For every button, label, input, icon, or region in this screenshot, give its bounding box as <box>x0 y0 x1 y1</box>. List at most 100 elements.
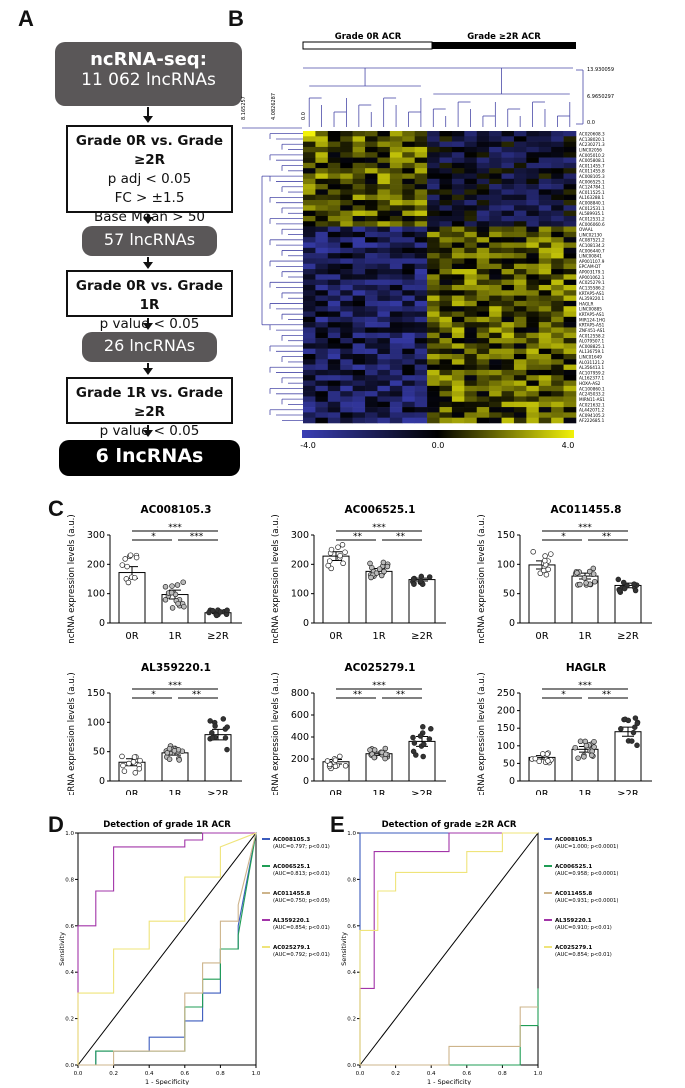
data-point <box>634 742 640 749</box>
heatmap-cell <box>489 369 502 376</box>
heatmap-cell <box>489 396 502 403</box>
heatmap-cell <box>389 385 403 392</box>
heatmap-cell <box>389 279 403 286</box>
heatmap-cell <box>352 300 366 307</box>
heatmap-cell <box>365 184 378 190</box>
heatmap-cell <box>526 173 540 180</box>
heatmap-cell <box>439 375 453 381</box>
y-tick-label: 400 <box>291 732 309 743</box>
data-point <box>384 563 391 570</box>
heatmap-cell <box>427 417 440 424</box>
heatmap-cell <box>538 369 552 376</box>
heatmap-cell <box>389 284 403 291</box>
gene-label: AL136759.1 <box>579 349 605 354</box>
gene-label: HOXA-AS2 <box>579 381 601 386</box>
heatmap-cell <box>439 141 453 148</box>
heatmap-cell <box>513 136 527 142</box>
heatmap-cell <box>464 274 478 280</box>
heatmap-cell <box>315 364 329 371</box>
data-point <box>421 741 427 748</box>
heatmap-cell <box>501 359 515 365</box>
heatmap-cell <box>377 343 391 349</box>
gene-label: LINC01649 <box>579 354 602 359</box>
heatmap-cell <box>501 274 515 280</box>
y-tick-label: 0.2 <box>347 1017 356 1023</box>
data-point <box>222 735 229 741</box>
heatmap-cell <box>551 380 564 387</box>
heatmap-cell <box>352 200 366 206</box>
data-point <box>382 745 389 752</box>
heatmap-cell <box>489 173 502 180</box>
x-axis-label: 1 - Specificity <box>427 1078 471 1085</box>
data-point <box>131 574 138 581</box>
data-point <box>166 756 173 762</box>
heatmap-cell <box>427 189 440 196</box>
gene-label: AC011455.7 <box>579 163 605 168</box>
heatmap-cell <box>327 412 341 418</box>
y-tick-label: 50 <box>93 747 105 758</box>
heatmap-cell <box>315 311 329 318</box>
panel-c-letter: C <box>48 496 64 521</box>
heatmap-cell <box>303 385 316 392</box>
heatmap-cell <box>427 242 440 249</box>
heatmap-cell <box>538 348 552 355</box>
heatmap-cell <box>501 279 515 286</box>
heatmap-cell <box>551 295 564 302</box>
group-0r-label: Grade 0R ACR <box>335 32 402 42</box>
gene-label: AF222685.1 <box>579 418 605 423</box>
heatmap-cell <box>402 316 415 323</box>
arrow-5 <box>143 363 153 375</box>
rnaseq-title: ncRNA-seq: <box>90 49 207 70</box>
heatmap-cell <box>513 210 527 217</box>
heatmap-cell <box>365 242 378 249</box>
heatmap-cell <box>402 353 415 360</box>
heatmap-cell <box>551 184 564 190</box>
heatmap-cell <box>489 168 502 174</box>
gene-labels: AC020608.3AC138020.1AC230271.3LINC02056A… <box>579 132 605 424</box>
heatmap-cell <box>513 311 527 318</box>
heatmap-cell <box>389 332 403 339</box>
heatmap-cell <box>365 369 378 376</box>
data-point <box>209 607 216 614</box>
heatmap-cell <box>563 269 577 275</box>
heatmap-cell <box>414 364 428 371</box>
heatmap-cell <box>402 184 415 190</box>
dendro-top-mid: 6.9650297 <box>587 94 614 100</box>
y-tick-label: 100 <box>87 589 105 600</box>
heatmap-cell <box>513 162 527 169</box>
heatmap-cell <box>476 322 490 328</box>
heatmap-cell <box>551 178 564 185</box>
panel-e-letter: E <box>330 812 345 837</box>
gene-label: AC230271.3 <box>579 142 605 147</box>
x-tick-label: 0.4 <box>427 1071 436 1077</box>
heatmap-cell <box>551 316 564 323</box>
y-axis-label: Sensitivity <box>340 932 348 966</box>
legend-name: AC008105.3 <box>273 837 310 843</box>
heatmap-cell <box>501 221 515 227</box>
heatmap-cell <box>439 396 453 403</box>
heatmap-cell <box>563 162 577 169</box>
sig-label: *** <box>190 532 204 542</box>
heatmap-cell <box>476 269 490 275</box>
heatmap-cell <box>526 263 540 270</box>
diagonal-line <box>77 832 257 1066</box>
heatmap-cell <box>451 253 465 259</box>
heatmap-cell <box>476 417 490 424</box>
heatmap-cell <box>526 300 540 307</box>
heatmap-cell <box>340 237 353 243</box>
data-point <box>620 579 627 586</box>
heatmap-cell <box>352 327 366 334</box>
y-tick-label: 300 <box>291 530 309 541</box>
heatmap-cell <box>402 258 415 265</box>
heatmap-cell <box>340 146 353 153</box>
filter-2-title: Grade 0R vs. Grade 1R <box>75 278 224 313</box>
heatmap-cell <box>464 157 478 164</box>
heatmap-cell <box>402 311 415 318</box>
heatmap-cell <box>563 380 577 387</box>
heatmap-cell <box>501 205 515 211</box>
heatmap-cell <box>439 258 453 265</box>
heatmap-cell <box>427 258 440 265</box>
heatmap-cell <box>551 136 564 142</box>
data-point <box>164 750 171 756</box>
heatmap-cell <box>352 385 366 392</box>
